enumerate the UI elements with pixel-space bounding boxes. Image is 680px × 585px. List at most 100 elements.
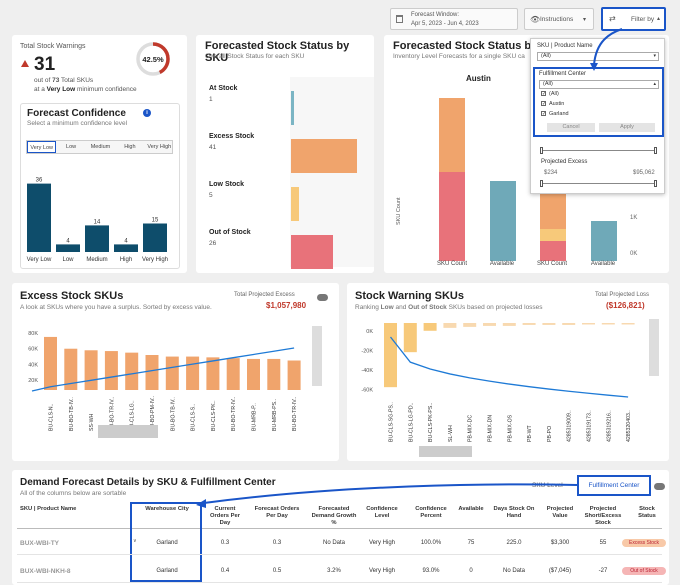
excess-xlabel-0: BU-CLS-N.. — [49, 404, 55, 431]
column-header-5[interactable]: Confidence Level — [366, 506, 398, 519]
warning-xlabel-5: PB-MIX-DN — [488, 415, 494, 442]
warning-scrollbar[interactable] — [649, 319, 659, 376]
fc-option-austin[interactable]: ✓ Austin — [541, 101, 564, 107]
fc-option-garland[interactable]: ✓ Garland — [541, 111, 569, 117]
warning-xlabel-8: PB-PO — [547, 426, 553, 442]
confidence-segment-3[interactable]: High — [124, 144, 136, 150]
warning-xlabel-7: PB-WT — [527, 424, 533, 442]
status-badge-1: Out of Stock — [622, 567, 666, 575]
excess-bar-4 — [125, 352, 139, 390]
at-a-text: at a — [34, 86, 45, 93]
column-header-10[interactable]: Projected Short/Excess Stock — [584, 506, 622, 526]
callout-arrow-bottom-path — [203, 483, 578, 504]
column-header-1[interactable]: Warehouse City — [145, 506, 189, 512]
confidence-bar-label-4: Very High — [142, 257, 168, 263]
slider-2-track[interactable] — [541, 183, 655, 184]
excess-xlabel-1: BU-BO-TB-IV.. — [69, 397, 75, 431]
fc-filter-select[interactable]: (All) ▴ — [539, 80, 659, 89]
slider-1-handle-left[interactable] — [540, 147, 543, 154]
column-header-2[interactable]: Current Orders Per Day — [210, 506, 240, 526]
apply-button[interactable]: Apply — [599, 123, 655, 132]
slider-1-track[interactable] — [541, 150, 655, 151]
column-header-3[interactable]: Forecast Orders Per Day — [254, 506, 300, 519]
warning-ytick-3: -60K — [361, 387, 373, 393]
subtitle-rest: SKUs based on projected losses — [448, 304, 543, 311]
warning-xlabel-3: SL-WH — [448, 425, 454, 442]
column-header-8[interactable]: Days Stock On Hand — [493, 506, 535, 519]
cell-growth-0: No Data — [322, 540, 345, 546]
fc-option-all[interactable]: ✓ (All) — [541, 91, 559, 97]
excess-ytick-1: 60K — [28, 347, 38, 353]
excess-bar-8 — [206, 357, 220, 390]
cell-short-0: 55 — [599, 540, 607, 546]
confidence-bar-value-0: 36 — [36, 178, 43, 184]
confidence-bar-1 — [56, 244, 80, 252]
cell-conf-1: Very High — [368, 568, 395, 574]
sku-filter-select[interactable]: (All) ▾ — [537, 52, 659, 61]
confidence-bar-value-1: 4 — [66, 238, 70, 244]
tab-sku-level[interactable]: SKU Level — [532, 482, 563, 489]
forecast-window-value: Apr 5, 2023 - Jun 4, 2023 — [411, 21, 479, 27]
excess-h-scrollbar — [98, 425, 158, 438]
out-of-prefix: out of — [34, 77, 51, 84]
slider-1-handle-right[interactable] — [654, 147, 657, 154]
column-header-11[interactable]: Stock Status — [638, 506, 656, 519]
column-header-9[interactable]: Projected Value — [546, 506, 574, 519]
row-expand-caret[interactable]: ∨ — [133, 538, 137, 544]
forecast-window-control[interactable]: Forecast Window: Apr 5, 2023 - Jun 4, 20… — [390, 8, 518, 30]
excess-bar-10 — [247, 358, 260, 390]
confidence-segment-0[interactable]: Very Low — [27, 141, 57, 153]
confidence-bar-value-4: 15 — [152, 218, 159, 224]
subtitle-ranking: Ranking — [355, 304, 379, 311]
warning-chart: 0K -20K -40K -60K BU-CLS-SG-PS.. BU-CLS-LG-PD… — [361, 323, 635, 457]
status-row-label-3: Out of Stock — [209, 229, 251, 236]
fc-xlabel-3: SKU Count — [536, 261, 567, 267]
excess-bar-0 — [44, 336, 57, 390]
column-header-6[interactable]: Confidence Percent — [415, 506, 447, 519]
warning-bar-6 — [502, 323, 516, 326]
warning-ytick-0: 0K — [366, 329, 373, 335]
details-cloud-icon[interactable] — [654, 483, 665, 490]
garland-skucount-excess — [540, 194, 566, 229]
filter-by-button[interactable]: ⇄ Filter by ▴ — [601, 7, 666, 31]
cell-pct-0: 100.0% — [420, 540, 442, 546]
cancel-button[interactable]: Cancel — [547, 123, 595, 132]
slider-2-handle-right[interactable] — [654, 180, 657, 187]
cell-fc-0: 0.3 — [272, 540, 282, 546]
cloud-download-icon[interactable] — [317, 294, 328, 301]
status-by-fc-title: Forecasted Stock Status by F — [393, 40, 548, 52]
warnings-count: 31 — [34, 54, 56, 75]
instructions-button[interactable]: 👁 Instructions ▾ — [524, 8, 594, 30]
status-row-label-0: At Stock — [209, 85, 238, 92]
tab-fulfillment-center[interactable]: Fulfillment Center — [577, 475, 651, 496]
column-header-4[interactable]: Forecasted Demand Growth % — [311, 506, 357, 526]
excess-xlabel-12: BU-BO-TR-IV.. — [292, 397, 298, 431]
status-by-sku-subtitle: Overall Stock Status for each SKU — [205, 53, 305, 60]
excess-bar-11 — [267, 358, 281, 390]
column-header-0[interactable]: SKU | Product Name — [20, 506, 77, 512]
donut-arc — [136, 42, 170, 76]
warning-bar-4 — [463, 323, 477, 327]
slider-2-handle-left[interactable] — [540, 180, 543, 187]
status-badge-0: Excess Stock — [622, 539, 666, 547]
checkbox-checked-icon: ✓ — [541, 101, 547, 108]
facet-austin: Austin — [466, 74, 491, 83]
column-header-7[interactable]: Available — [458, 506, 484, 512]
excess-scrollbar[interactable] — [312, 326, 322, 386]
confidence-segment-2[interactable]: Medium — [90, 144, 111, 150]
info-icon[interactable]: i — [143, 109, 151, 117]
cell-cur-0: 0.3 — [220, 540, 230, 546]
warehouse-city-highlight — [130, 502, 202, 582]
warning-skus-subtitle: Ranking Low and Out of Stock SKUs based … — [355, 304, 543, 311]
confidence-segment-1[interactable]: Low — [66, 144, 77, 150]
callout-arrow-top-path — [593, 28, 623, 66]
sku-dropdown-icon: ▾ — [653, 53, 656, 59]
stock-warnings-card: Total Stock Warnings 31 out of 73 Total … — [12, 35, 187, 273]
eye-icon: 👁 — [530, 15, 541, 24]
confidence-bar-value-3: 4 — [124, 238, 128, 244]
cell-pct-1: 93.0% — [422, 568, 440, 574]
warning-cumulative-line — [389, 336, 629, 398]
forecast-window-label: Forecast Window: — [411, 12, 460, 18]
confidence-segment-4[interactable]: Very High — [147, 144, 172, 150]
status-row-value-2: 5 — [209, 192, 213, 199]
